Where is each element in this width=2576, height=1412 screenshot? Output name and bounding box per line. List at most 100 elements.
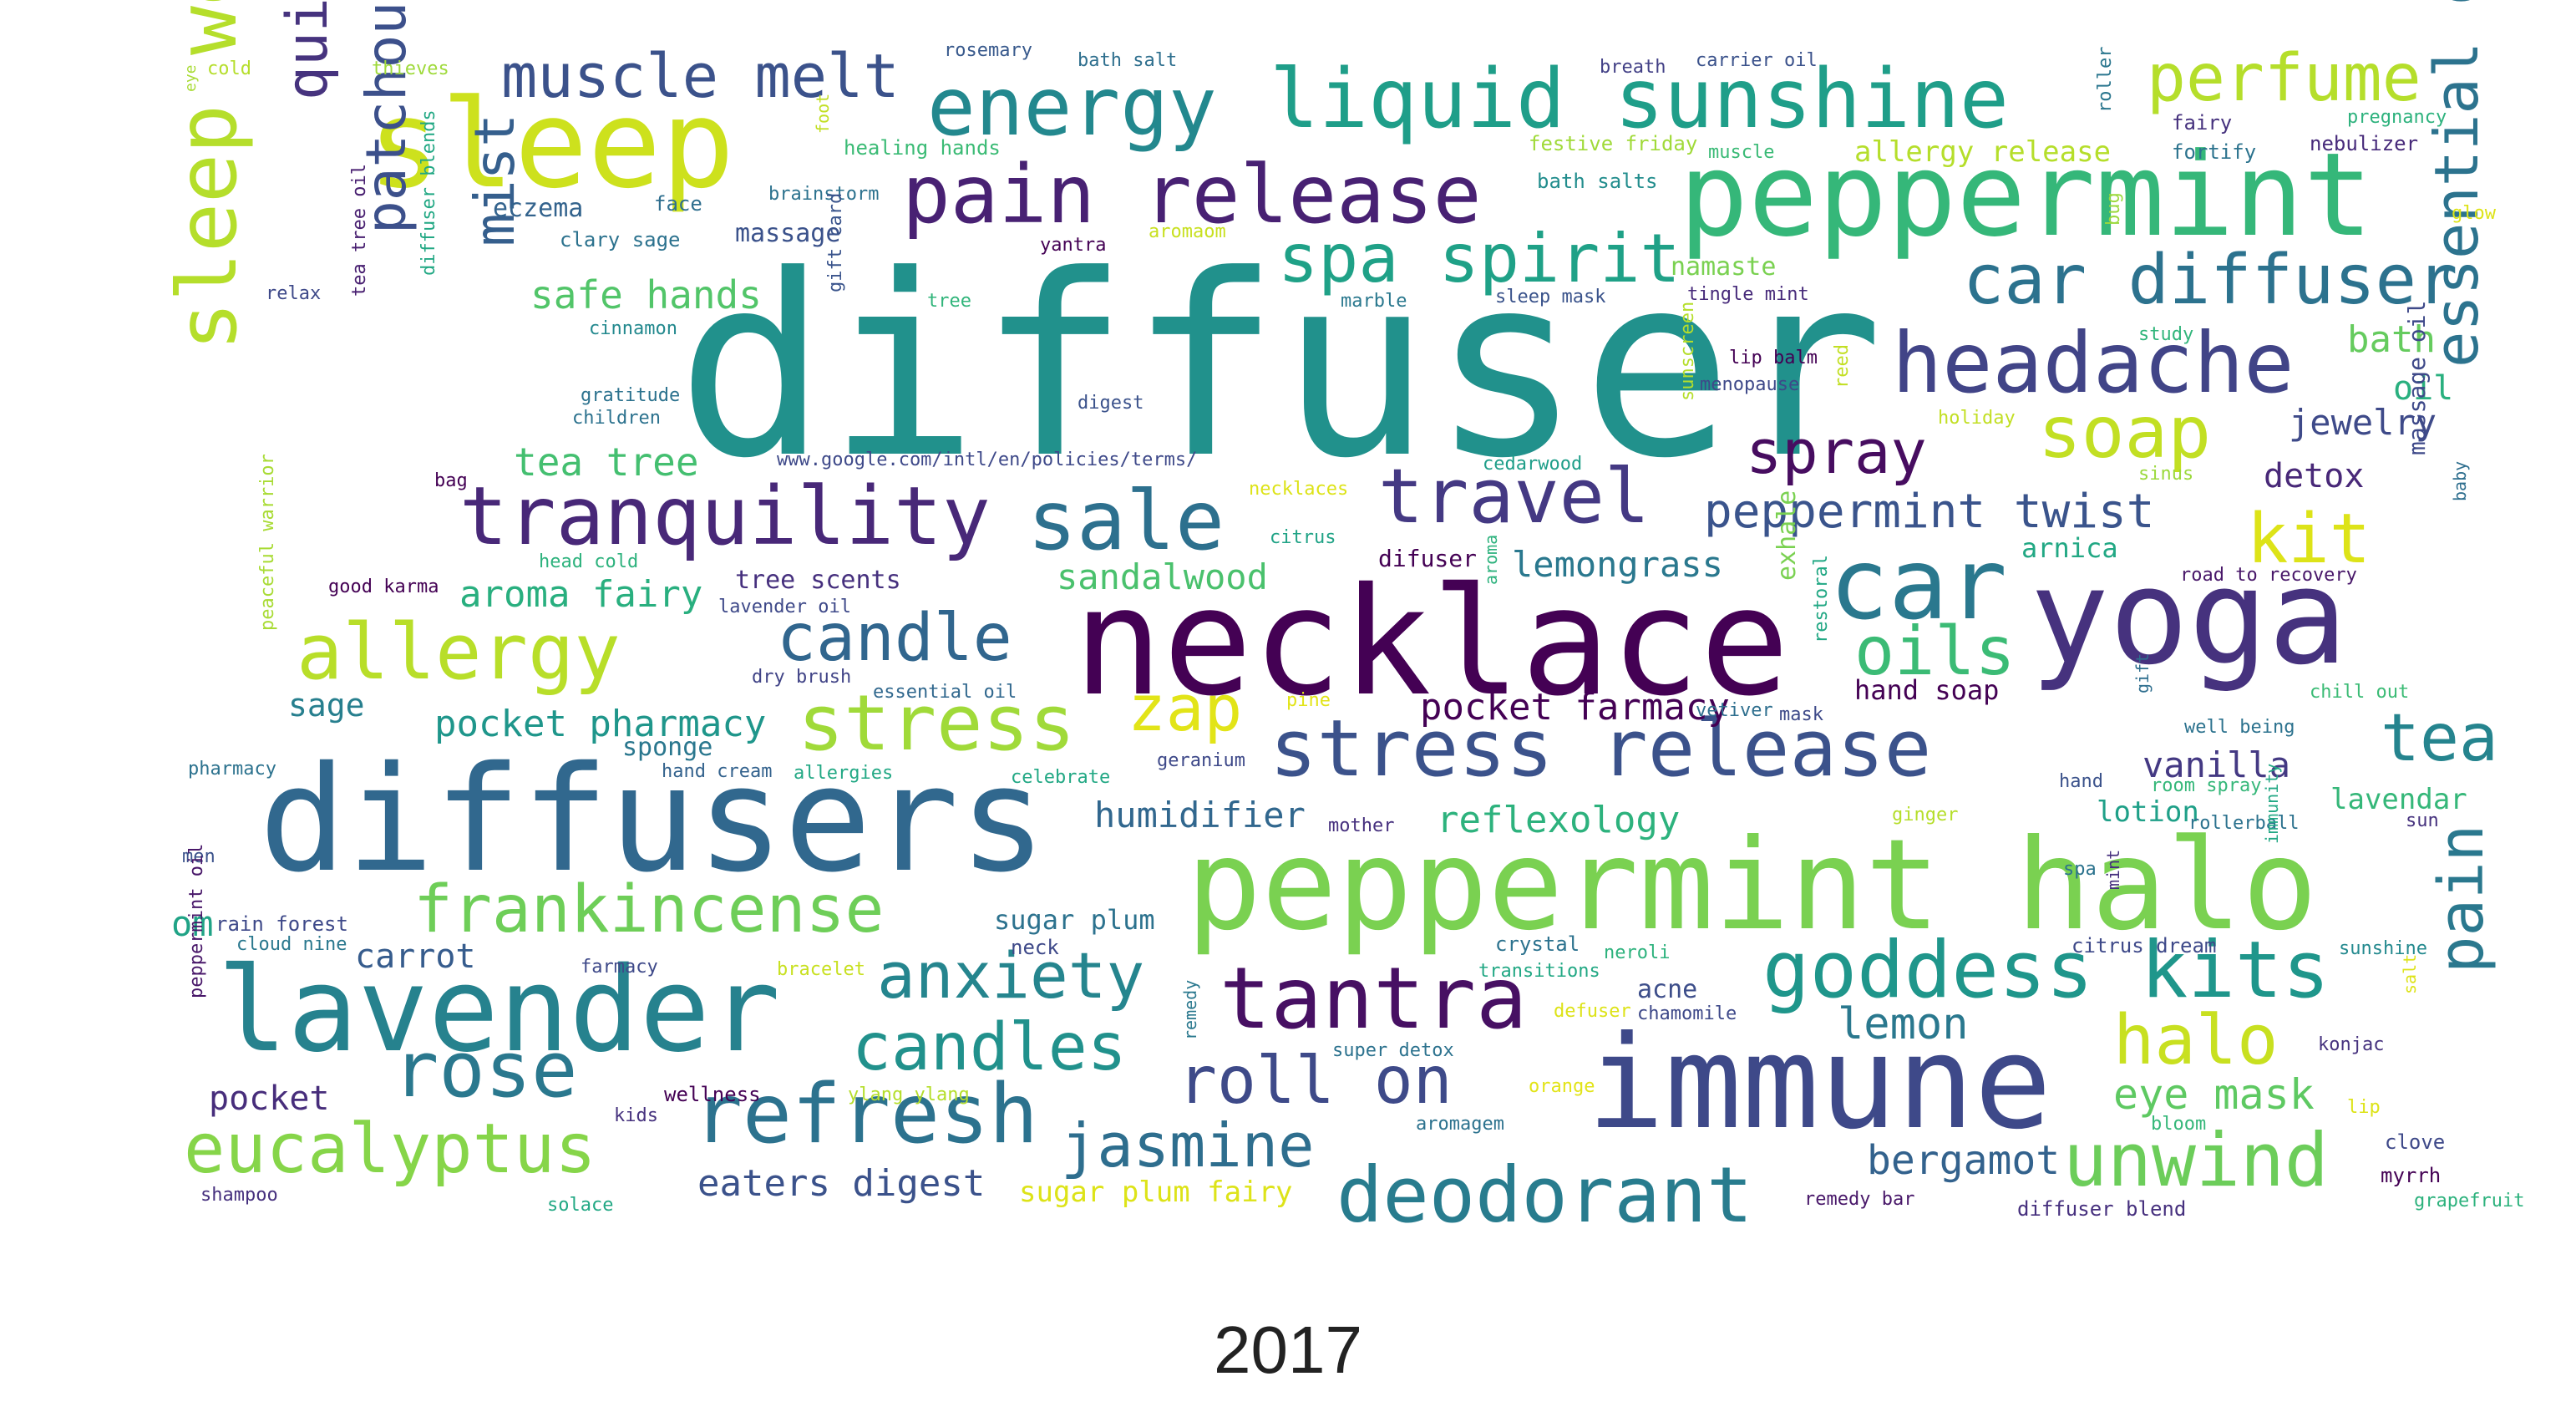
cloud-word: hand soap bbox=[1854, 674, 2000, 706]
cloud-word: oil bbox=[2393, 369, 2454, 408]
cloud-word: remedy bbox=[1180, 979, 1200, 1040]
cloud-word: immunity bbox=[2262, 763, 2282, 844]
cloud-word: pocket pharmacy bbox=[434, 703, 767, 745]
cloud-word: aroma fairy bbox=[459, 573, 703, 616]
cloud-word: diffuser blends bbox=[418, 109, 439, 276]
cloud-word: eye mask bbox=[2113, 1070, 2315, 1119]
cloud-word: candle bbox=[777, 601, 1012, 676]
cloud-word: well being bbox=[2184, 717, 2295, 738]
cloud-word: perfume bbox=[2147, 41, 2421, 116]
cloud-word: arnica bbox=[2021, 532, 2118, 564]
cloud-word: sleep bbox=[368, 74, 735, 216]
cloud-word: acne bbox=[1637, 975, 1698, 1004]
cloud-word: reed bbox=[1832, 344, 1853, 389]
cloud-word: myrrh bbox=[2381, 1164, 2442, 1187]
cloud-word: gratitude bbox=[581, 385, 681, 406]
cloud-word: tree bbox=[927, 291, 971, 312]
cloud-word: super detox bbox=[1332, 1040, 1454, 1061]
cloud-word: lemongrass bbox=[1512, 544, 1723, 585]
cloud-word: massage oil bbox=[2403, 300, 2431, 455]
cloud-word: sinus bbox=[2138, 464, 2194, 485]
cloud-word: cinnamon bbox=[589, 318, 677, 339]
cloud-word: muscle melt bbox=[501, 41, 900, 111]
cloud-word: farmacy bbox=[581, 957, 658, 978]
cloud-word: sunscreen bbox=[1677, 301, 1698, 401]
cloud-word: thieves bbox=[372, 58, 449, 79]
cloud-word: deodorant bbox=[1336, 1150, 1753, 1240]
cloud-word: unwind bbox=[2063, 1117, 2329, 1203]
cloud-word: bag bbox=[434, 470, 468, 491]
cloud-word: relax bbox=[266, 283, 322, 304]
cloud-word: clary sage bbox=[560, 228, 681, 251]
cloud-word: travel bbox=[1378, 453, 1651, 541]
cloud-word: headache bbox=[1892, 314, 2295, 412]
cloud-word: restoral bbox=[1811, 555, 1832, 643]
cloud-word: citrus dream bbox=[2071, 934, 2217, 957]
cloud-word: diffusers bbox=[259, 735, 1047, 905]
cloud-word: sun bbox=[2406, 810, 2439, 831]
cloud-word: menopause bbox=[1700, 374, 1800, 395]
cloud-word: men bbox=[182, 846, 216, 867]
cloud-word: breath bbox=[1600, 57, 1666, 78]
cloud-word: glow bbox=[2452, 203, 2496, 224]
cloud-word: spray bbox=[1746, 417, 1927, 487]
cloud-word: pharmacy bbox=[188, 759, 276, 780]
cloud-word: celebrate bbox=[1011, 767, 1111, 788]
cloud-word: reflexology bbox=[1437, 799, 1681, 841]
cloud-word: hand cream bbox=[662, 761, 773, 782]
cloud-word: crystal bbox=[1495, 932, 1580, 956]
cloud-word: road to recovery bbox=[2180, 565, 2357, 586]
cloud-word: chamomile bbox=[1637, 1003, 1737, 1024]
cloud-word: essential oils bbox=[2421, 0, 2492, 368]
cloud-word: refresh bbox=[693, 1067, 1039, 1162]
cloud-word: grapefruit bbox=[2414, 1191, 2525, 1211]
cloud-word: bath salts bbox=[1537, 170, 1658, 193]
cloud-word: kit bbox=[2247, 500, 2371, 579]
cloud-word: good karma bbox=[328, 576, 439, 597]
cloud-word: mask bbox=[1779, 704, 1823, 725]
cloud-word: aromagem bbox=[1416, 1114, 1504, 1135]
cloud-word: liquid sunshine bbox=[1270, 52, 2010, 147]
cloud-word: zap bbox=[1128, 671, 1243, 745]
cloud-word: shampoo bbox=[200, 1185, 278, 1206]
cloud-word: pregnancy bbox=[2347, 107, 2447, 128]
cloud-word: detox bbox=[2264, 457, 2365, 495]
cloud-word: mint bbox=[2103, 849, 2123, 890]
cloud-word: carrier oil bbox=[1696, 50, 1818, 71]
cloud-word: transitions bbox=[1478, 961, 1600, 982]
cloud-word: allergy release bbox=[1854, 135, 2112, 169]
cloud-word: pain bbox=[2426, 824, 2497, 973]
cloud-word: bracelet bbox=[777, 959, 865, 980]
cloud-word: baby bbox=[2450, 460, 2470, 501]
cloud-word: frankincense bbox=[413, 872, 885, 947]
cloud-word: dry brush bbox=[752, 667, 852, 688]
cloud-word: vetiver bbox=[1696, 700, 1773, 721]
cloud-word: room spray bbox=[2151, 775, 2262, 796]
cloud-word: konjac bbox=[2318, 1034, 2385, 1055]
cloud-word: chill out bbox=[2310, 682, 2410, 703]
cloud-word: sugar plum bbox=[994, 904, 1155, 936]
cloud-word: yoga bbox=[2030, 541, 2348, 694]
cloud-word: sunshine bbox=[2339, 938, 2427, 959]
cloud-word: stress bbox=[798, 678, 1076, 768]
cloud-word: tea tree oil bbox=[349, 164, 370, 297]
cloud-word: fairy bbox=[2172, 111, 2233, 135]
cloud-word: children bbox=[572, 408, 661, 429]
cloud-word: sage bbox=[288, 687, 365, 724]
cloud-word: lavender bbox=[217, 942, 781, 1079]
cloud-word: car diffuser bbox=[1963, 241, 2458, 320]
cloud-word: sleep well bbox=[160, 0, 256, 351]
cloud-word: bug bbox=[2103, 192, 2124, 226]
cloud-word: bloom bbox=[2151, 1114, 2207, 1135]
cloud-word: pocket bbox=[209, 1079, 330, 1118]
year-caption: 2017 bbox=[1214, 1313, 1362, 1387]
cloud-word: namaste bbox=[1671, 252, 1777, 282]
cloud-word: spa spirit bbox=[1278, 220, 1681, 297]
cloud-word: carrot bbox=[355, 937, 476, 976]
cloud-word: cedarwood bbox=[1483, 454, 1583, 475]
cloud-word: lavendar bbox=[2330, 783, 2467, 816]
cloud-word: roller bbox=[2095, 46, 2116, 113]
cloud-word: rosemary bbox=[944, 40, 1032, 61]
cloud-word: geranium bbox=[1157, 750, 1245, 771]
cloud-word: foot bbox=[813, 93, 833, 134]
